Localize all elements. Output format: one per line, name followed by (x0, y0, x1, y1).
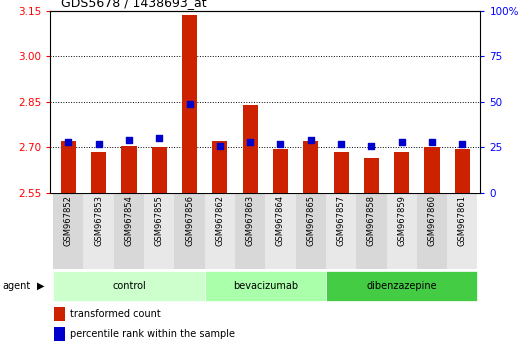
Text: GSM967852: GSM967852 (64, 195, 73, 246)
Bar (205, 193, 235, 269)
Text: GSM967855: GSM967855 (155, 195, 164, 246)
Bar (356, 193, 386, 269)
Bar (425, 147, 440, 193)
Text: GDS5678 / 1438693_at: GDS5678 / 1438693_at (61, 0, 206, 9)
Text: bevacizumab: bevacizumab (233, 281, 298, 291)
Text: GSM967862: GSM967862 (215, 195, 224, 246)
Point (185, 101, 194, 107)
Text: GSM967857: GSM967857 (336, 195, 346, 246)
Bar (61, 141, 76, 193)
Bar (303, 141, 318, 193)
Bar (394, 152, 409, 193)
Bar (386, 193, 417, 269)
Bar (114, 193, 144, 269)
Bar (205, 271, 326, 301)
Text: percentile rank within the sample: percentile rank within the sample (70, 330, 234, 339)
Point (307, 137, 315, 143)
Point (64, 139, 72, 145)
Bar (152, 147, 167, 193)
Bar (54, 307, 65, 321)
Text: GSM967865: GSM967865 (306, 195, 315, 246)
Bar (296, 193, 326, 269)
Text: GSM967856: GSM967856 (185, 195, 194, 246)
Bar (334, 152, 348, 193)
Bar (121, 146, 137, 193)
Bar (447, 193, 477, 269)
Bar (242, 105, 258, 193)
Text: GSM967858: GSM967858 (367, 195, 376, 246)
Point (276, 141, 285, 147)
Bar (144, 193, 174, 269)
Text: GSM967861: GSM967861 (458, 195, 467, 246)
Point (95, 141, 103, 147)
Bar (326, 193, 356, 269)
Text: GSM967854: GSM967854 (125, 195, 134, 246)
Bar (235, 193, 265, 269)
Point (337, 141, 345, 147)
Bar (83, 193, 114, 269)
Text: GSM967860: GSM967860 (428, 195, 437, 246)
Text: GSM967859: GSM967859 (397, 195, 406, 246)
Text: control: control (112, 281, 146, 291)
Point (367, 143, 375, 148)
Text: GSM967864: GSM967864 (276, 195, 285, 246)
Text: ▶: ▶ (37, 281, 45, 291)
Bar (455, 149, 470, 193)
Text: dibenzazepine: dibenzazepine (366, 281, 437, 291)
Bar (54, 327, 65, 341)
Bar (417, 193, 447, 269)
Bar (212, 141, 228, 193)
Bar (364, 158, 379, 193)
Bar (174, 193, 205, 269)
Point (155, 135, 164, 141)
Bar (182, 15, 197, 193)
Bar (91, 152, 106, 193)
Point (125, 137, 133, 143)
Text: GSM967863: GSM967863 (246, 195, 254, 246)
Point (215, 143, 224, 148)
Bar (273, 149, 288, 193)
Point (458, 141, 467, 147)
Bar (265, 193, 296, 269)
Text: transformed count: transformed count (70, 309, 161, 319)
Point (398, 139, 406, 145)
Point (428, 139, 436, 145)
Point (246, 139, 254, 145)
Text: agent: agent (3, 281, 31, 291)
Bar (326, 271, 477, 301)
Text: GSM967853: GSM967853 (94, 195, 103, 246)
Bar (53, 193, 83, 269)
Bar (53, 271, 205, 301)
